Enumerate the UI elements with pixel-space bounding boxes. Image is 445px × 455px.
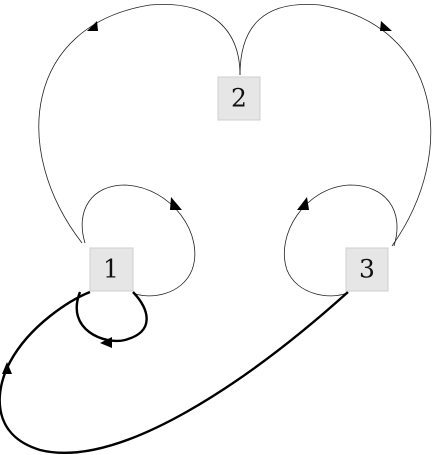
edge-3-to-2-arrowhead xyxy=(380,21,392,31)
node-3: 3 xyxy=(345,247,389,292)
node-3-label: 3 xyxy=(359,255,375,284)
edge-1-self-lower-arrowhead xyxy=(100,337,112,348)
edge-1-self-upper xyxy=(81,184,196,297)
node-3-box xyxy=(345,247,389,292)
node-1: 1 xyxy=(89,247,134,292)
node-1-box xyxy=(89,247,134,292)
edge-1-to-2-arrowhead xyxy=(87,21,98,31)
edge-1-self-lower xyxy=(75,291,148,343)
edge-3-to-2 xyxy=(239,3,431,247)
edge-3-to-1 xyxy=(0,290,349,455)
edge-1-to-2 xyxy=(38,3,241,244)
edge-3-to-1-arrowhead xyxy=(2,362,12,374)
edge-3-self-upper-arrowhead xyxy=(297,197,309,210)
node-2-label: 2 xyxy=(231,84,247,113)
node-2-box xyxy=(217,76,261,121)
node-2: 2 xyxy=(217,76,261,121)
edge-1-self-upper-arrowhead xyxy=(170,197,182,210)
node-1-label: 1 xyxy=(103,255,119,284)
